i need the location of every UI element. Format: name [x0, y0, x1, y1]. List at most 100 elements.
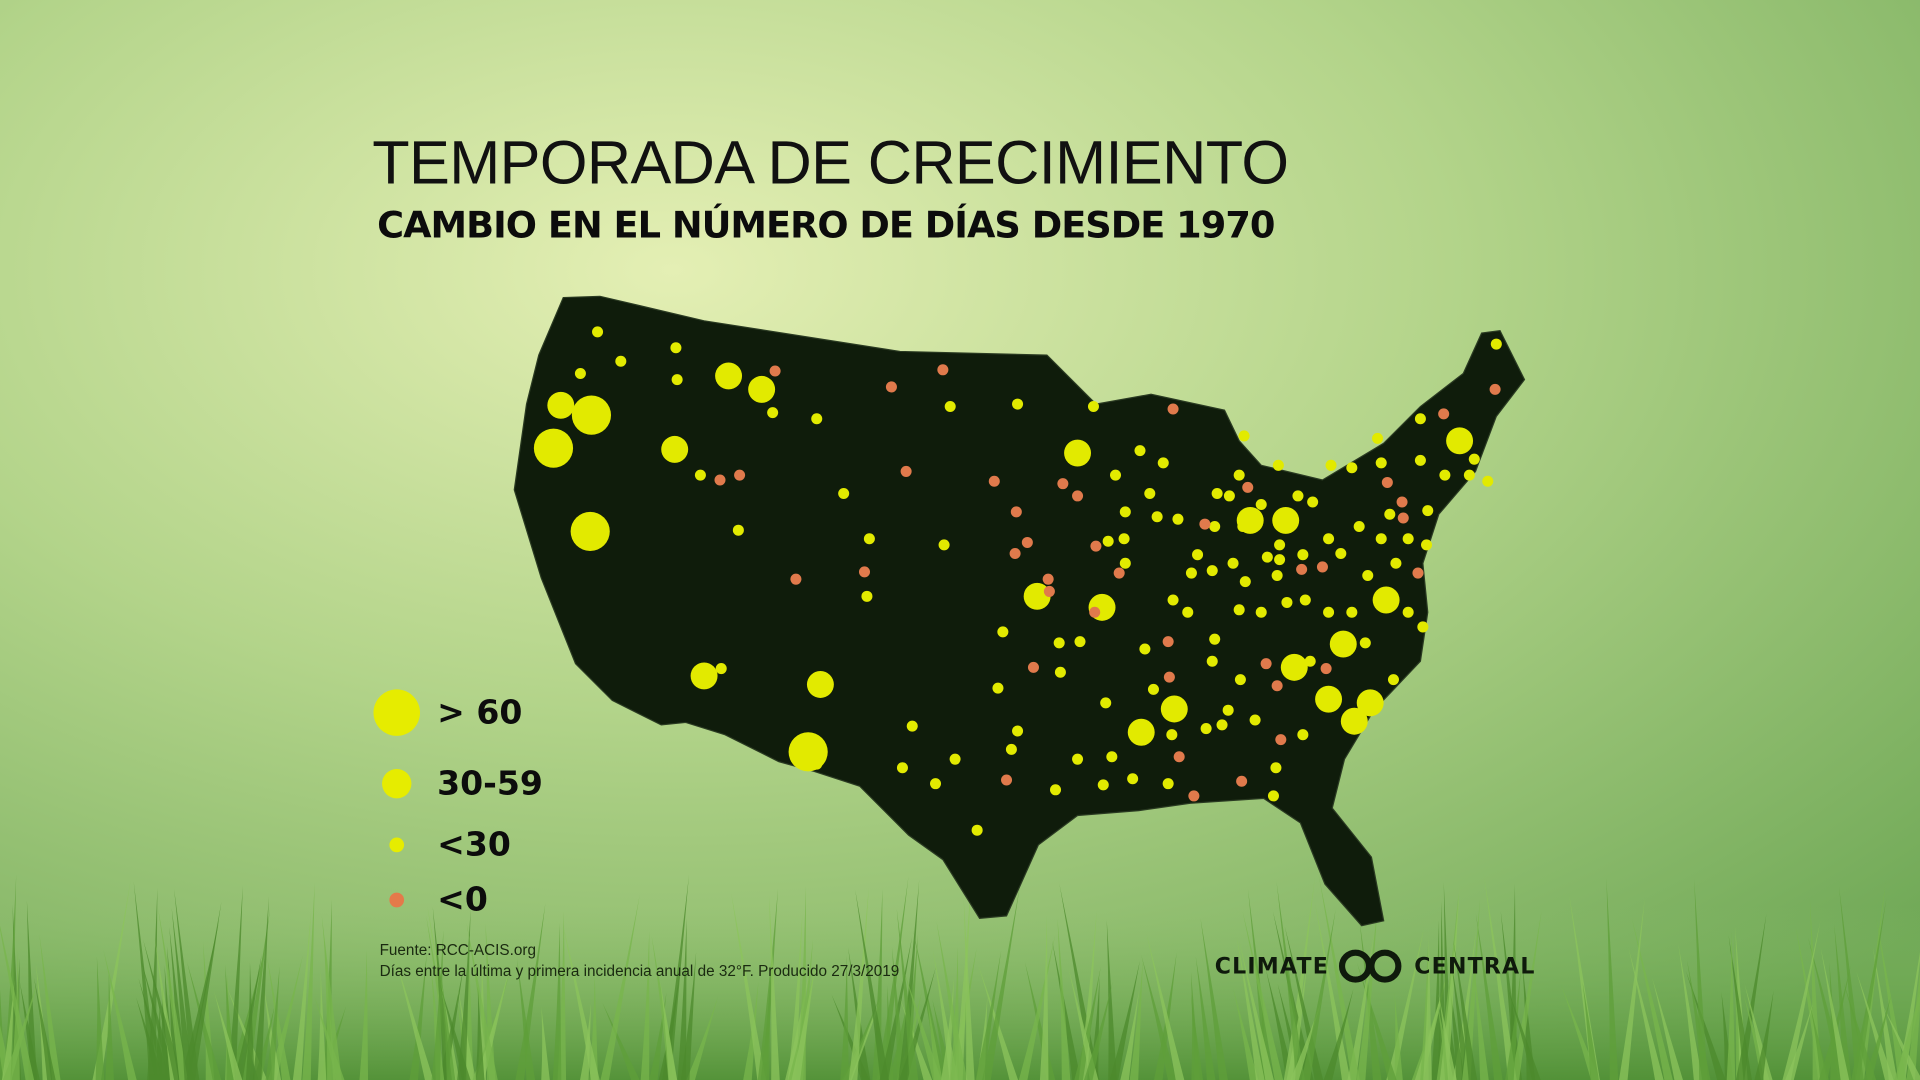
legend-label: 30-59 — [437, 763, 543, 802]
grass-blade — [1694, 878, 1708, 1080]
grass-blade — [769, 895, 780, 1080]
dot — [1097, 779, 1109, 791]
dot — [885, 381, 897, 393]
dot — [1237, 521, 1249, 533]
dot — [1110, 469, 1122, 481]
dot — [748, 375, 776, 403]
dot — [1027, 661, 1039, 673]
dot — [1421, 539, 1433, 551]
dot — [1414, 454, 1426, 466]
grass-blade — [1120, 988, 1140, 1080]
grass-blade — [3, 874, 17, 1080]
dot — [1021, 536, 1033, 548]
grass-blade — [557, 911, 567, 1080]
dot — [715, 663, 727, 675]
dot — [1320, 663, 1332, 675]
logo: CLIMATE CENTRAL — [1215, 949, 1534, 983]
dot — [1249, 714, 1261, 726]
grass-blade — [896, 908, 919, 1080]
dot — [1089, 606, 1101, 618]
grass-blade — [158, 907, 188, 1080]
dot — [1167, 594, 1179, 606]
grass-blade — [1505, 968, 1521, 1080]
dot — [1162, 636, 1174, 648]
dot — [1227, 557, 1239, 569]
grass-blade — [1843, 982, 1877, 1080]
grass-blade — [359, 950, 369, 1080]
grass-blade — [848, 887, 869, 1080]
dot — [944, 401, 956, 413]
dot — [858, 566, 870, 578]
dot — [988, 475, 1000, 487]
legend-label: <0 — [437, 880, 488, 919]
dot — [1074, 636, 1086, 648]
dot — [1206, 655, 1218, 667]
grass-blade — [103, 950, 137, 1080]
grass-blade — [105, 971, 114, 1080]
grass-blade — [1190, 972, 1200, 1080]
dot — [1010, 506, 1022, 518]
title: TEMPORADA DE CRECIMIENTO — [372, 129, 1288, 197]
grass-blade — [1728, 934, 1752, 1080]
grass-blade — [324, 940, 336, 1080]
grass-blade — [1810, 1006, 1829, 1080]
dot — [1173, 751, 1185, 763]
dot — [1113, 567, 1125, 579]
dot — [690, 662, 718, 690]
logo-ring — [1368, 949, 1402, 983]
dot — [997, 626, 1009, 638]
dot — [790, 573, 802, 585]
dot — [1397, 512, 1409, 524]
grass-blade — [1276, 881, 1305, 1080]
grass-blade — [317, 969, 327, 1080]
grass-blade — [203, 942, 215, 1080]
dot — [1260, 658, 1272, 670]
dot — [806, 671, 834, 698]
dot — [1087, 401, 1099, 413]
grass-blade — [1522, 960, 1536, 1080]
grass-blade — [1678, 943, 1703, 1080]
dot — [1384, 508, 1396, 520]
dot — [1271, 680, 1283, 692]
dot — [670, 342, 682, 354]
legend-marker — [382, 768, 412, 799]
grass-blade — [1242, 911, 1284, 1080]
dot — [1274, 554, 1286, 566]
grass-blade — [1582, 982, 1599, 1080]
dot — [1050, 784, 1062, 796]
dot — [1072, 753, 1084, 765]
dot — [1417, 621, 1429, 633]
grass-blade — [963, 898, 975, 1080]
dot — [1192, 549, 1204, 561]
dot — [1200, 723, 1212, 735]
grass-blade — [267, 958, 291, 1080]
dot — [671, 374, 683, 386]
dot — [1185, 567, 1197, 579]
grass-blade — [516, 959, 536, 1080]
dot — [732, 524, 744, 536]
dot — [1134, 445, 1146, 457]
grass-blade — [213, 990, 243, 1080]
grass-blade — [441, 973, 456, 1080]
dot — [1275, 734, 1287, 746]
dot — [1329, 630, 1357, 658]
dot — [1267, 790, 1279, 802]
dot — [1209, 633, 1221, 645]
legend-marker — [389, 837, 405, 853]
grass-blade — [932, 950, 959, 1080]
dot — [1362, 570, 1374, 582]
dot — [1307, 496, 1319, 508]
grass-blade — [1057, 918, 1071, 1080]
dot — [1297, 729, 1309, 741]
dot — [1223, 490, 1235, 502]
dot — [1325, 459, 1337, 471]
dot — [1292, 490, 1304, 502]
dot — [1166, 729, 1178, 741]
dot — [811, 413, 823, 425]
grass-blade — [1200, 918, 1228, 1080]
dot — [1468, 453, 1480, 465]
dot — [1323, 606, 1335, 618]
dot — [1356, 689, 1384, 717]
grass-blade — [39, 934, 61, 1080]
grass-blade — [1882, 1004, 1920, 1080]
